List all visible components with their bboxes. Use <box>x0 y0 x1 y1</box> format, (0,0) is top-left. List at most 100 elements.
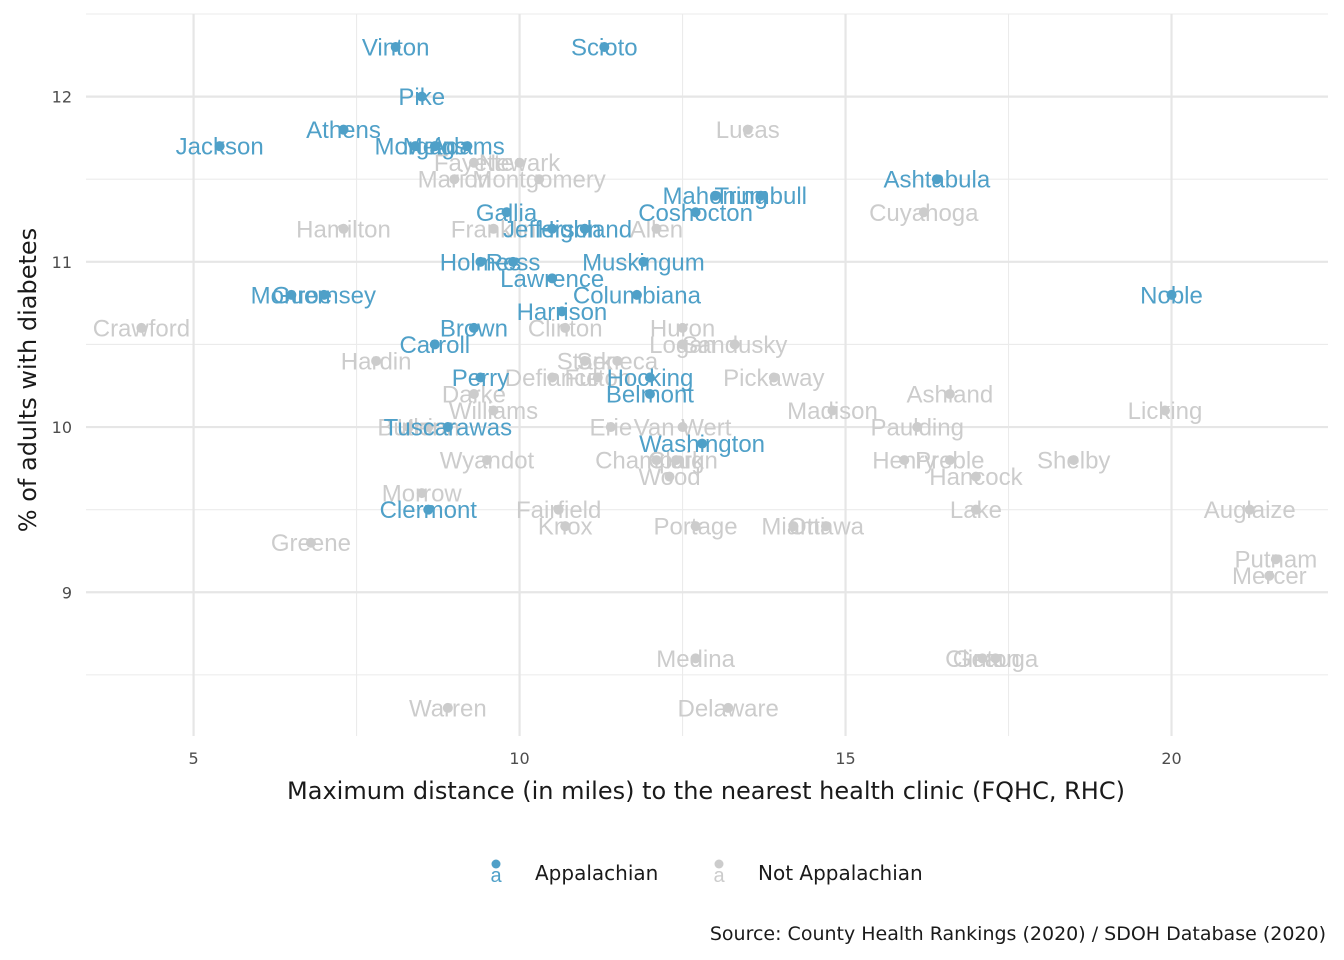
appalachian-county-label: Lawrence <box>500 266 604 293</box>
not-appalachian-point <box>560 322 571 333</box>
appalachian-point <box>1166 289 1177 300</box>
not-appalachian-county-label: Ashland <box>906 382 993 409</box>
not-appalachian-county-label: Preble <box>915 448 984 475</box>
not-appalachian-county-label: Morrow <box>382 481 463 508</box>
appalachian-county-label: Muskingum <box>582 249 705 276</box>
not-appalachian-point <box>912 422 923 433</box>
appalachian-county-label: Jackson <box>176 134 264 161</box>
not-appalachian-point <box>729 339 740 350</box>
not-appalachian-point <box>371 355 382 366</box>
not-appalachian-county-label: Clinton <box>528 315 603 342</box>
not-appalachian-point <box>677 422 688 433</box>
appalachian-county-label: Hocking <box>607 365 694 392</box>
appalachian-county-label: Washington <box>639 431 765 458</box>
appalachian-point <box>697 438 708 449</box>
not-appalachian-point <box>338 223 349 234</box>
not-appalachian-point <box>1160 405 1171 416</box>
appalachian-county-label: Athens <box>306 117 381 144</box>
not-appalachian-county-label: Huron <box>650 315 715 342</box>
not-appalachian-point <box>768 372 779 383</box>
not-appalachian-county-label: Defiance <box>505 365 600 392</box>
not-appalachian-point <box>671 455 682 466</box>
appalachian-point <box>599 42 610 53</box>
not-appalachian-county-label: Clark <box>648 448 705 475</box>
not-appalachian-county-label: Miami <box>761 514 825 541</box>
not-appalachian-county-label: Hamilton <box>296 216 391 243</box>
not-appalachian-point <box>553 504 564 515</box>
appalachian-point <box>631 289 642 300</box>
not-appalachian-county-label: Greene <box>271 530 351 557</box>
not-appalachian-point <box>481 455 492 466</box>
not-appalachian-point <box>579 355 590 366</box>
not-appalachian-point <box>742 124 753 135</box>
not-appalachian-county-label: Wood <box>638 464 700 491</box>
appalachian-point <box>416 91 427 102</box>
not-appalachian-point <box>442 702 453 713</box>
not-appalachian-county-label: Portage <box>654 514 738 541</box>
not-appalachian-point <box>488 405 499 416</box>
not-appalachian-point <box>651 223 662 234</box>
x-tick-label: 20 <box>1161 749 1181 768</box>
appalachian-point <box>318 289 329 300</box>
not-appalachian-point <box>977 653 988 664</box>
not-appalachian-point <box>403 422 414 433</box>
y-tick-label: 10 <box>52 418 72 437</box>
y-axis-ticks: 9 10 11 12 <box>52 88 72 603</box>
not-appalachian-point <box>468 157 479 168</box>
appalachian-county-label: Ashtabula <box>883 167 990 194</box>
not-appalachian-point <box>488 223 499 234</box>
not-appalachian-county-label: Champaign <box>595 448 718 475</box>
appalachian-point <box>638 256 649 267</box>
not-appalachian-county-label: Warren <box>409 695 487 722</box>
appalachian-point <box>556 306 567 317</box>
appalachian-county-label: Belmont <box>606 382 694 409</box>
not-appalachian-county-label: Newark <box>479 150 561 177</box>
appalachian-point <box>214 141 225 152</box>
not-appalachian-point <box>990 653 1001 664</box>
appalachian-county-label: Meigs <box>403 134 467 161</box>
y-tick-label: 11 <box>52 253 72 272</box>
appalachian-county-label: Mahoning <box>662 183 767 210</box>
not-appalachian-point <box>1244 504 1255 515</box>
appalachian-point <box>508 256 519 267</box>
not-appalachian-county-label: Van Wert <box>634 415 732 442</box>
not-appalachian-county-label: Fairfield <box>516 497 601 524</box>
not-appalachian-county-label: Marion <box>418 167 491 194</box>
legend-appalachian-label: Appalachian <box>535 861 658 885</box>
appalachian-point <box>338 124 349 135</box>
not-appalachian-point <box>899 455 910 466</box>
appalachian-county-label: Perry <box>452 365 509 392</box>
legend: a Appalachian a Not Appalachian <box>490 859 923 887</box>
major-grid <box>86 14 1328 736</box>
appalachian-point <box>475 372 486 383</box>
y-tick-label: 12 <box>52 88 72 107</box>
appalachian-point <box>755 190 766 201</box>
not-appalachian-point <box>690 521 701 532</box>
appalachian-point <box>690 207 701 218</box>
not-appalachian-point <box>449 174 460 185</box>
not-appalachian-county-label: Allen <box>630 216 683 243</box>
not-appalachian-point <box>605 422 616 433</box>
not-appalachian-county-label: Fayette <box>434 150 514 177</box>
appalachian-point <box>429 339 440 350</box>
not-appalachian-point <box>788 521 799 532</box>
appalachian-point <box>579 223 590 234</box>
not-appalachian-point <box>918 207 929 218</box>
not-appalachian-point <box>944 389 955 399</box>
not-appalachian-point <box>305 537 316 548</box>
not-appalachian-county-label: Crawford <box>93 315 190 342</box>
x-tick-label: 10 <box>509 749 529 768</box>
not-appalachian-county-label: Paulding <box>871 415 964 442</box>
y-tick-label: 9 <box>62 583 72 602</box>
appalachian-county-label: Harrison <box>517 299 608 326</box>
not-appalachian-county-label: Fulton <box>564 365 631 392</box>
appalachian-point <box>429 141 440 152</box>
not-appalachian-county-label: Sandusky <box>682 332 787 359</box>
legend-not-appalachian-dot <box>714 859 724 869</box>
not-appalachian-point <box>547 372 558 383</box>
not-appalachian-county-label: Williams <box>449 398 538 425</box>
not-appalachian-county-label: Shelby <box>1037 448 1110 475</box>
not-appalachian-county-label: Putnam <box>1234 547 1317 574</box>
not-appalachian-point <box>820 521 831 532</box>
